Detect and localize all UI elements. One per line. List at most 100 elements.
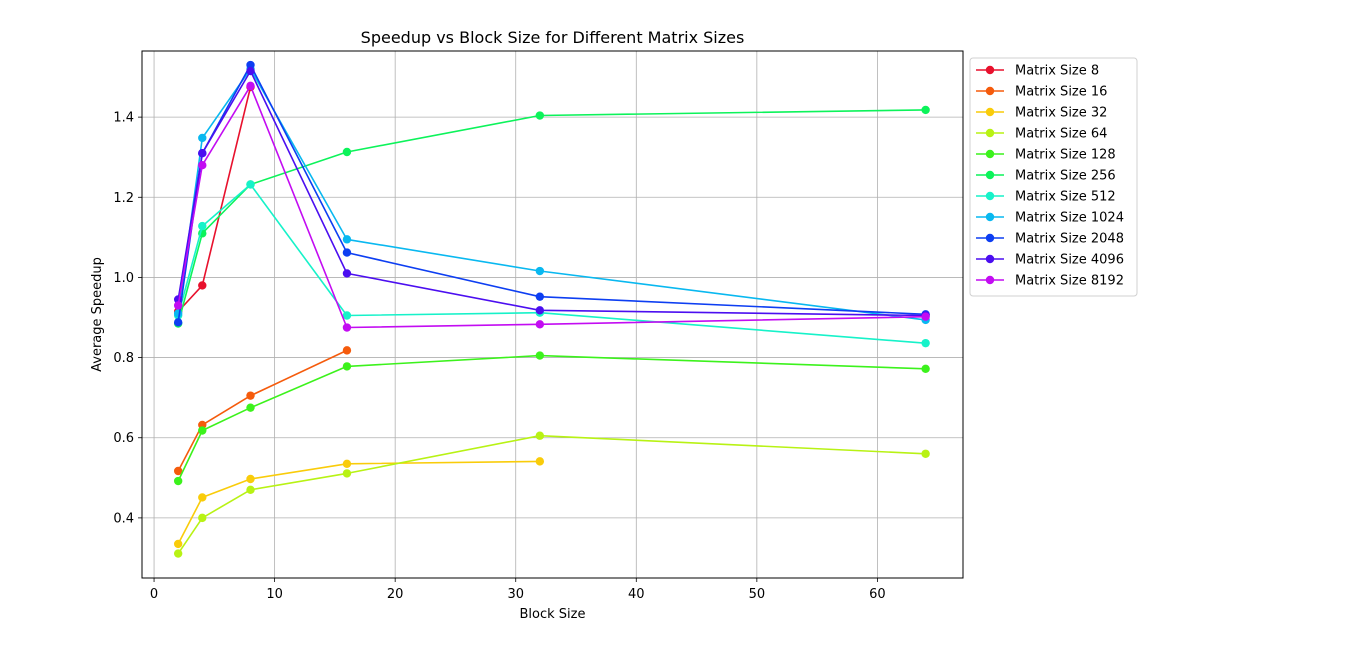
legend-item: Matrix Size 1024 <box>976 211 1124 226</box>
legend-item: Matrix Size 256 <box>976 169 1116 184</box>
data-point <box>342 311 352 320</box>
data-point <box>535 266 545 276</box>
data-point <box>535 320 545 329</box>
x-tick-label: 20 <box>387 587 404 602</box>
data-point <box>246 66 255 76</box>
data-point <box>246 485 255 495</box>
legend-label: Matrix Size 128 <box>1015 148 1116 163</box>
series-line <box>177 70 926 317</box>
data-point <box>246 474 255 484</box>
data-point <box>246 81 255 91</box>
y-tick-label: 0.8 <box>113 351 134 366</box>
data-point <box>173 301 183 310</box>
legend-label: Matrix Size 2048 <box>1015 232 1124 247</box>
data-point <box>173 309 183 318</box>
data-point <box>198 493 207 502</box>
data-point <box>535 351 545 360</box>
series-10 <box>173 66 930 320</box>
x-axis-label: Block Size <box>520 607 586 622</box>
series-line <box>177 183 926 344</box>
legend-swatch-marker <box>985 65 995 75</box>
legend-label: Matrix Size 1024 <box>1015 211 1124 226</box>
legend-item: Matrix Size 4096 <box>976 253 1124 268</box>
legend-box <box>969 57 1138 297</box>
y-axis-label: Average Speedup <box>90 257 105 372</box>
legend-swatch-marker <box>985 275 995 285</box>
x-tick-label: 10 <box>266 587 283 602</box>
y-tick-label: 0.4 <box>113 511 134 526</box>
data-point <box>173 318 183 327</box>
series-11 <box>173 81 930 332</box>
legend-item: Matrix Size 8192 <box>976 274 1124 289</box>
x-tick-label: 0 <box>150 587 158 602</box>
legend-item: Matrix Size 8 <box>976 64 1099 79</box>
series-line <box>177 109 926 324</box>
ticks: 0 10 20 30 40 50 60 0.4 0.6 0.8 1.0 1.2 1.4 <box>113 111 885 602</box>
series-line <box>177 68 926 321</box>
data-point <box>535 457 545 466</box>
data-point <box>921 312 930 321</box>
series-line <box>177 349 348 472</box>
x-tick-label: 40 <box>628 587 645 602</box>
legend-swatch-marker <box>985 254 995 264</box>
plot-frame <box>141 50 964 579</box>
legend-label: Matrix Size 8 <box>1015 64 1099 79</box>
data-point <box>342 235 352 244</box>
data-point <box>198 281 207 290</box>
data-point <box>198 161 207 170</box>
data-point <box>342 362 352 371</box>
legend-swatch-marker <box>985 149 995 159</box>
data-point <box>921 364 930 374</box>
legend-label: Matrix Size 32 <box>1015 106 1107 121</box>
legend-item: Matrix Size 16 <box>976 85 1107 100</box>
data-point <box>246 180 255 189</box>
x-tick-label: 30 <box>507 587 524 602</box>
series-layer <box>173 60 930 558</box>
legend-swatch-marker <box>985 191 995 201</box>
data-point <box>198 426 207 435</box>
data-point <box>198 513 207 523</box>
legend-item: Matrix Size 512 <box>976 190 1116 205</box>
data-point <box>535 292 545 301</box>
data-point <box>342 459 352 468</box>
legend-item: Matrix Size 128 <box>976 148 1116 163</box>
legend: Matrix Size 8 Matrix Size 16 Matrix Size 3… <box>969 57 1138 297</box>
x-tick-label: 60 <box>869 587 886 602</box>
data-point <box>921 338 930 348</box>
legend-item: Matrix Size 2048 <box>976 232 1124 247</box>
legend-swatch-marker <box>985 128 995 138</box>
legend-swatch-marker <box>985 107 995 117</box>
series-3 <box>173 457 545 549</box>
data-point <box>173 466 183 476</box>
chart-title: Speedup vs Block Size for Different Matr… <box>361 28 745 47</box>
legend-item: Matrix Size 64 <box>976 127 1107 142</box>
series-6 <box>173 105 930 328</box>
series-5 <box>173 351 930 486</box>
series-line <box>177 85 926 329</box>
legend-label: Matrix Size 16 <box>1015 85 1107 100</box>
y-tick-label: 1.4 <box>113 111 134 126</box>
data-point <box>173 539 183 549</box>
data-point <box>535 306 545 315</box>
legend-label: Matrix Size 8192 <box>1015 274 1124 289</box>
y-tick-label: 0.6 <box>113 431 134 446</box>
legend-swatch-marker <box>985 212 995 222</box>
legend-swatch-marker <box>985 233 995 243</box>
data-point <box>535 431 545 440</box>
data-point <box>198 221 207 231</box>
data-point <box>198 133 207 143</box>
data-point <box>198 148 207 158</box>
legend-label: Matrix Size 64 <box>1015 127 1107 142</box>
data-point <box>246 391 255 400</box>
y-tick-label: 1.0 <box>113 271 134 286</box>
legend-label: Matrix Size 512 <box>1015 190 1116 205</box>
legend-label: Matrix Size 256 <box>1015 169 1116 184</box>
data-point <box>342 248 352 257</box>
data-point <box>342 147 352 157</box>
data-point <box>535 111 545 120</box>
data-point <box>342 469 352 478</box>
data-point <box>173 549 183 558</box>
data-point <box>921 105 930 115</box>
data-point <box>173 476 183 486</box>
